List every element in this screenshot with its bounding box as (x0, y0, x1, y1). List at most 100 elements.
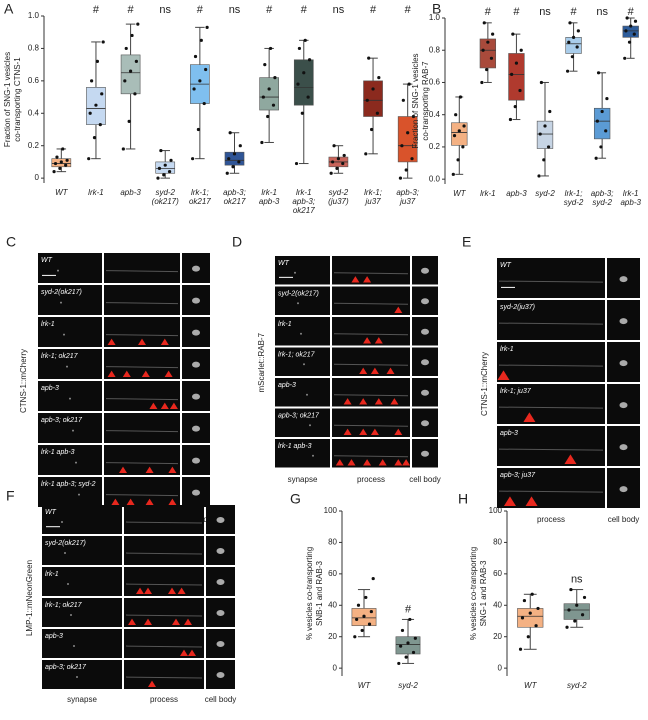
x-tick-label: apb-3 (120, 188, 141, 197)
x-tick-label-line: WT (524, 681, 538, 690)
stain-label: mScarlet::RAB-7 (257, 332, 266, 392)
data-point (413, 636, 417, 640)
arrowhead (144, 618, 152, 625)
y-tick-label: 40 (328, 600, 337, 609)
x-tick-label: WT (358, 681, 372, 690)
neurite (125, 583, 203, 586)
data-point (600, 109, 604, 114)
cell-body (619, 276, 628, 283)
panel-label: B (432, 1, 441, 17)
data-point (595, 119, 599, 123)
data-point (566, 69, 570, 73)
data-point (538, 132, 542, 136)
y-tick-label: 1.0 (28, 11, 40, 20)
data-point (228, 131, 232, 135)
genotype-label: lrk-1 (41, 321, 55, 328)
x-tick-label: apb-3 (506, 189, 527, 198)
data-point (604, 129, 608, 133)
data-point (162, 173, 166, 177)
cell-body (216, 641, 225, 648)
genotype-label: syd-2(ok217) (45, 540, 86, 547)
y-axis-label: Fraction of SNG-1 vesicles (3, 52, 12, 147)
data-point (205, 25, 209, 29)
column-label: cell body (409, 475, 441, 484)
significance: ns (539, 6, 551, 18)
neurite (498, 448, 604, 451)
data-point (192, 87, 196, 91)
data-point (268, 46, 273, 51)
x-tick-label: syd-2 (535, 189, 555, 198)
arrowhead (370, 367, 379, 374)
arrowhead (180, 649, 188, 656)
data-point (624, 29, 628, 33)
x-tick-label: syd-2 (567, 681, 587, 690)
significance: # (628, 6, 635, 18)
y-tick-label: 80 (493, 538, 502, 547)
data-point (633, 19, 638, 23)
y-tick-label: 0 (35, 173, 40, 182)
y-tick-label: 0.8 (28, 44, 40, 53)
panel-label: H (458, 491, 468, 507)
genotype-label: syd-2(ju37) (500, 304, 535, 311)
puncta (72, 429, 74, 432)
x-tick-label-line: lrk-1 (88, 188, 104, 197)
micrograph (332, 378, 410, 407)
significance: ns (229, 4, 241, 16)
neurite (333, 333, 409, 336)
data-point (134, 59, 138, 63)
data-point (480, 80, 484, 85)
x-tick-label-line: syd-2 (564, 198, 584, 207)
micrograph (42, 629, 122, 658)
data-point (331, 160, 335, 164)
data-point (159, 148, 163, 153)
data-point (124, 46, 128, 51)
micrograph (38, 413, 102, 443)
data-point (123, 79, 127, 83)
panel-label: G (290, 491, 301, 507)
data-point (198, 79, 202, 83)
data-point (534, 624, 538, 628)
x-tick-label-line: lrk-1 (480, 189, 496, 198)
data-point (87, 157, 91, 161)
data-point (457, 129, 461, 133)
data-point (196, 127, 201, 132)
arrowhead (145, 498, 154, 505)
y-axis-label: Fraction of SNG-1 vesicles (411, 53, 420, 148)
x-tick-label-line: apb-3; (223, 188, 246, 197)
x-tick-label-line: apb-3 (120, 188, 141, 197)
data-point (303, 38, 307, 42)
cell-body (619, 318, 628, 325)
stain-label: CTNS-1::mCherry (480, 352, 489, 416)
puncta (75, 461, 77, 464)
data-point (491, 32, 495, 36)
x-tick-label-line: lrk-1; (364, 188, 382, 197)
y-tick-label: 0 (498, 663, 503, 672)
box (155, 161, 176, 174)
data-point (271, 103, 276, 107)
data-point (58, 166, 62, 171)
data-point (451, 172, 455, 176)
neurite (498, 406, 604, 409)
data-point (167, 170, 172, 174)
neurite (105, 462, 179, 465)
puncta (294, 271, 296, 274)
micrograph (275, 439, 330, 468)
data-point (511, 32, 515, 36)
arrowhead (107, 338, 116, 345)
significance: # (370, 4, 377, 16)
data-point (263, 63, 267, 67)
micrograph (497, 258, 605, 298)
data-point (64, 163, 68, 167)
micrograph (42, 598, 122, 627)
data-point (570, 55, 574, 59)
data-point (59, 160, 63, 164)
x-tick-label: WT (524, 681, 538, 690)
data-point (526, 635, 530, 639)
arrowhead (394, 306, 403, 313)
y-axis-label: % vesicles co-transporting (469, 547, 478, 640)
cell-body (216, 579, 225, 586)
neurite (333, 394, 409, 397)
genotype-label: lrk-1 (45, 571, 59, 578)
data-point (485, 67, 489, 72)
data-point (294, 161, 299, 166)
